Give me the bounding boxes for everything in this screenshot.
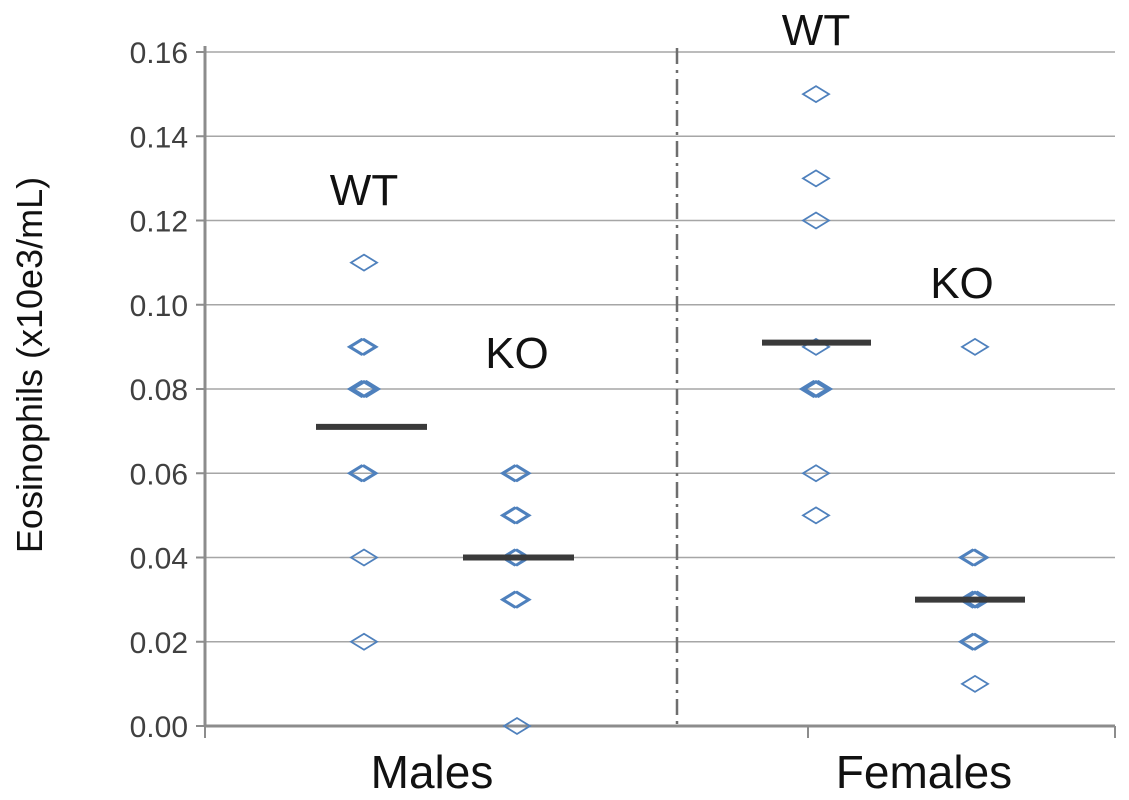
data-point [502, 506, 532, 525]
data-point [499, 506, 530, 525]
data-point [801, 379, 831, 399]
y-tick-label: 0.10 [130, 290, 188, 323]
data-point [502, 590, 532, 609]
data-point [801, 169, 831, 188]
y-tick-labels: 0.00 0.02 0.04 0.06 0.08 0.10 0.12 0.14 0.16 [130, 37, 188, 744]
data-point [957, 632, 988, 651]
y-tick-label: 0.02 [130, 627, 188, 660]
data-point [349, 548, 379, 567]
y-tick-label: 0.00 [130, 711, 188, 744]
data-point [960, 337, 990, 356]
data-point [351, 379, 382, 399]
y-tick-label: 0.06 [130, 458, 188, 491]
data-point [803, 379, 834, 399]
data-point [499, 464, 530, 483]
y-tick-label: 0.14 [130, 121, 188, 154]
data-point [502, 716, 532, 736]
data-point [349, 337, 379, 356]
data-point [801, 211, 831, 230]
y-tick-label: 0.04 [130, 543, 188, 576]
series-label: WT [782, 6, 850, 55]
data-point [346, 464, 377, 483]
gridlines [205, 51, 1115, 643]
data-point [346, 379, 377, 399]
data-point [798, 379, 829, 399]
data-point [801, 506, 831, 525]
category-labels: Males Females [371, 746, 1013, 798]
data-point [502, 464, 532, 483]
data-point [349, 632, 379, 651]
data-point [349, 253, 379, 272]
y-tick-label: 0.12 [130, 206, 188, 239]
data-point [346, 337, 377, 356]
data-point [960, 674, 990, 693]
data-point [801, 85, 831, 104]
group-labels: WT KO WT KO [330, 6, 994, 378]
data-point [960, 548, 990, 567]
data-point [499, 590, 530, 609]
series-label: WT [330, 166, 398, 215]
mean-bars [316, 339, 1025, 603]
x-category-label: Females [836, 746, 1012, 798]
data-point [349, 379, 379, 399]
data-point [801, 464, 831, 483]
data-point [960, 632, 990, 651]
data-point [957, 548, 988, 567]
data-point [349, 464, 379, 483]
data-points [346, 85, 993, 736]
y-axis-title: Eosinophils (x10e3/mL) [9, 177, 50, 553]
y-tick-label: 0.16 [130, 37, 188, 70]
series-label: KO [930, 259, 994, 308]
axes [196, 46, 1116, 738]
x-category-label: Males [371, 746, 494, 798]
y-tick-label: 0.08 [130, 374, 188, 407]
series-label: KO [485, 329, 549, 378]
